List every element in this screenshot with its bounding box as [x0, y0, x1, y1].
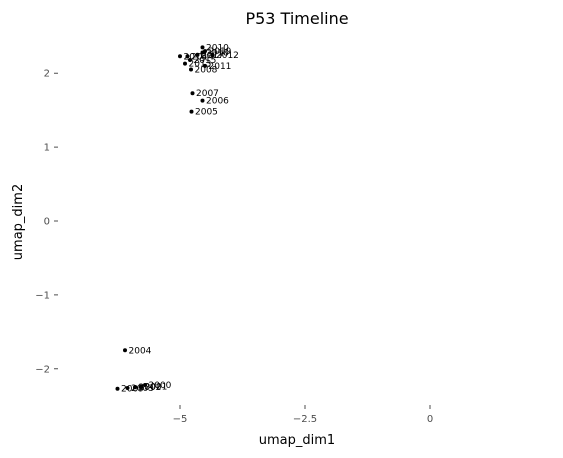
point-label: 2014: [191, 52, 214, 62]
data-point: [123, 348, 127, 353]
point-label: 2005: [195, 108, 218, 118]
chart-title: P53 Timeline: [245, 9, 348, 28]
data-point: [185, 54, 190, 59]
y-tick-label: 0: [44, 217, 50, 228]
y-axis: −2 −1 0 1 2: [35, 69, 58, 375]
point-label: 2010: [206, 43, 229, 53]
data-point: [190, 91, 195, 96]
data-point: [183, 61, 187, 66]
data-point: [188, 57, 192, 62]
point-label: 2006: [206, 97, 229, 107]
data-point: [189, 109, 194, 114]
data-point: [178, 54, 182, 59]
data-point: [189, 67, 193, 72]
point-label: 2004: [129, 346, 152, 356]
data-point: [200, 50, 205, 55]
data-point: [125, 385, 130, 390]
point-label: 2003: [131, 384, 154, 394]
data-point: [115, 386, 120, 391]
data-point: [139, 384, 143, 389]
point-label: 2016: [184, 52, 207, 62]
y-axis-label: umap_dim2: [11, 184, 26, 260]
data-point: [200, 98, 205, 103]
x-axis: −5 −2.5 0: [173, 405, 433, 425]
point-label: 2018: [206, 49, 229, 59]
point-label: 2013: [189, 60, 212, 70]
data-point: [133, 385, 137, 390]
point-label: 2000: [149, 381, 172, 391]
data-point: [195, 52, 200, 57]
y-tick-label: 1: [44, 143, 50, 154]
y-tick-label: −2: [35, 364, 50, 375]
point-label: 2009: [121, 385, 144, 395]
data-points: 2010201920182012201720142016201520132011…: [115, 43, 239, 395]
data-point: [210, 52, 215, 57]
point-label: 2007: [196, 89, 219, 99]
point-label: 2011: [209, 62, 232, 72]
point-label: 2001: [145, 382, 168, 392]
point-label: 2002: [139, 383, 162, 393]
y-tick-label: −1: [35, 290, 50, 301]
point-label: 2012: [216, 51, 239, 61]
data-point: [143, 383, 147, 388]
x-tick-label: 0: [427, 414, 433, 425]
y-tick-label: 2: [44, 69, 50, 80]
x-axis-label: umap_dim1: [259, 433, 335, 448]
x-tick-label: −5: [173, 414, 188, 425]
point-label: 2017: [201, 51, 224, 61]
point-label: 2015: [194, 56, 217, 66]
data-point: [203, 63, 207, 68]
x-tick-label: −2.5: [293, 414, 317, 425]
point-label: 2008: [195, 66, 218, 76]
point-label: 2019: [209, 47, 232, 57]
data-point: [200, 45, 205, 50]
